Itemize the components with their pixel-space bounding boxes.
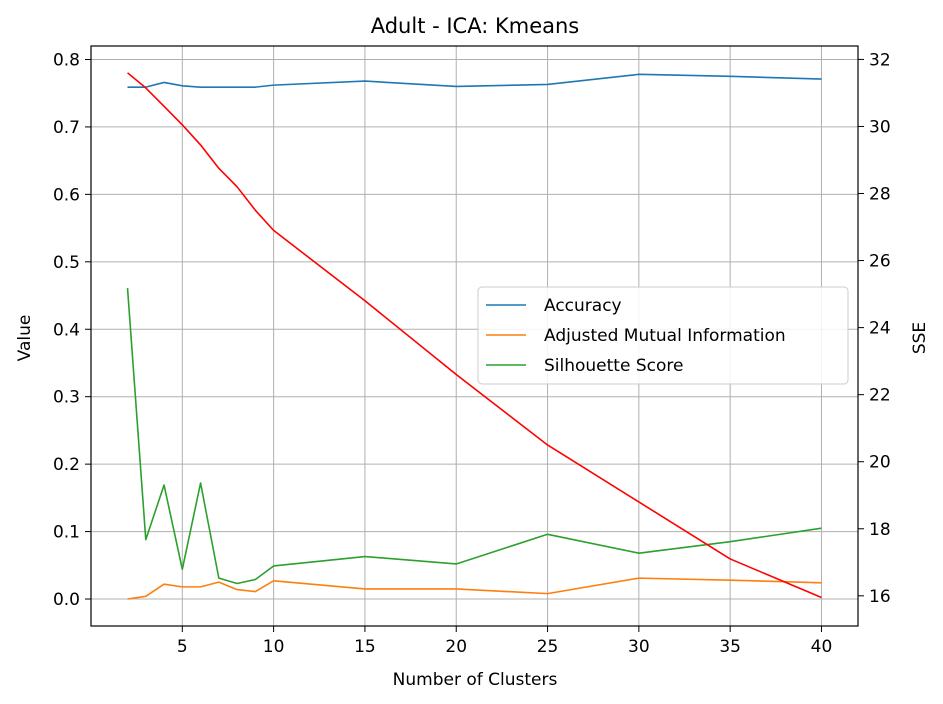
x-axis-ticks: 5 10 15 20 25 30 35 40	[177, 626, 832, 657]
series-line-adjusted-mutual-information	[127, 577, 822, 600]
legend-label: Accuracy	[544, 296, 622, 316]
x-axis-label: Number of Clusters	[393, 670, 558, 690]
legend: Accuracy Adjusted Mutual Information Silho…	[477, 286, 849, 385]
y-tick-label: 0.6	[53, 185, 80, 205]
x-tick-label: 5	[177, 637, 188, 657]
y-tick-label: 0.7	[53, 118, 80, 138]
y-tick-label: 0.1	[53, 523, 80, 543]
x-tick-label: 20	[445, 637, 467, 657]
chart-title: Adult - ICA: Kmeans	[371, 14, 580, 38]
x-tick-label: 35	[719, 637, 741, 657]
y2-tick-label: 18	[869, 520, 891, 540]
y2-tick-label: 30	[869, 117, 891, 137]
y-tick-label: 0.3	[53, 388, 80, 408]
x-tick-label: 40	[811, 637, 833, 657]
y-tick-label: 0.5	[53, 253, 80, 273]
y-tick-label: 0.0	[53, 590, 80, 610]
series-line-silhouette-score	[126, 288, 822, 585]
y2-tick-label: 24	[869, 319, 891, 339]
y2-tick-label: 22	[869, 386, 891, 406]
y2-tick-label: 26	[869, 252, 891, 272]
y-tick-label: 0.2	[53, 455, 80, 475]
y2-axis-label: SSE	[910, 322, 930, 354]
y-axis-left-ticks: 0.0 0.1 0.2 0.3 0.4 0.5 0.6 0.7 0.8	[53, 50, 91, 610]
y2-tick-label: 28	[869, 185, 891, 205]
series-line-4	[127, 72, 822, 599]
y-axis-label: Value	[15, 315, 35, 362]
legend-label: Silhouette Score	[544, 356, 683, 376]
x-tick-label: 10	[263, 637, 285, 657]
y2-tick-label: 32	[869, 50, 891, 70]
plot-frame	[90, 45, 859, 627]
y2-tick-label: 16	[869, 587, 891, 607]
x-tick-label: 30	[628, 637, 650, 657]
series-lines	[126, 72, 822, 600]
y2-tick-label: 20	[869, 453, 891, 473]
gridlines	[91, 46, 858, 626]
y-tick-label: 0.8	[53, 50, 80, 70]
legend-box	[477, 286, 849, 385]
legend-label: Adjusted Mutual Information	[544, 326, 786, 346]
y-axis-right-ticks: 16 18 20 22 24 26 28 30 32	[858, 50, 891, 607]
x-tick-label: 15	[354, 637, 376, 657]
series-line-accuracy	[127, 73, 822, 88]
x-tick-label: 25	[537, 637, 559, 657]
y-tick-label: 0.4	[53, 320, 80, 340]
